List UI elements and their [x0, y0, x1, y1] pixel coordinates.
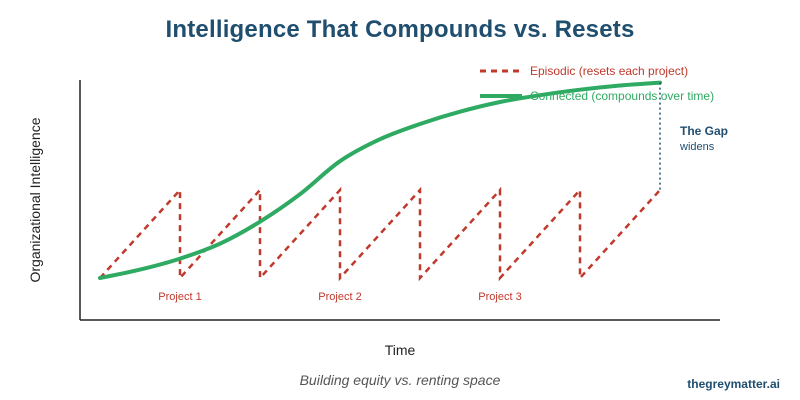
project-label: Project 1 — [158, 291, 201, 303]
brand-label: thegreymatter.ai — [687, 377, 780, 391]
project-label: Project 3 — [478, 291, 521, 303]
gap-annotation-title: The Gap — [680, 124, 728, 138]
legend-connected-label: Connected (compounds over time) — [530, 89, 714, 103]
y-axis-label: Organizational Intelligence — [27, 117, 43, 282]
chart-title: Intelligence That Compounds vs. Resets — [165, 16, 635, 43]
gap-annotation-subtitle: widens — [679, 141, 715, 153]
series-line-connected — [98, 80, 662, 280]
series-line-episodic — [99, 186, 661, 282]
chart-caption: Building equity vs. renting space — [299, 372, 501, 388]
x-axis-label: Time — [385, 342, 416, 358]
series-layer — [98, 80, 662, 282]
legend-episodic-label: Episodic (resets each project) — [530, 64, 688, 78]
project-label: Project 2 — [318, 291, 361, 303]
project-label-layer: Project 1 Project 2 Project 3 — [158, 291, 521, 303]
legend: Episodic (resets each project) Connected… — [480, 64, 714, 103]
